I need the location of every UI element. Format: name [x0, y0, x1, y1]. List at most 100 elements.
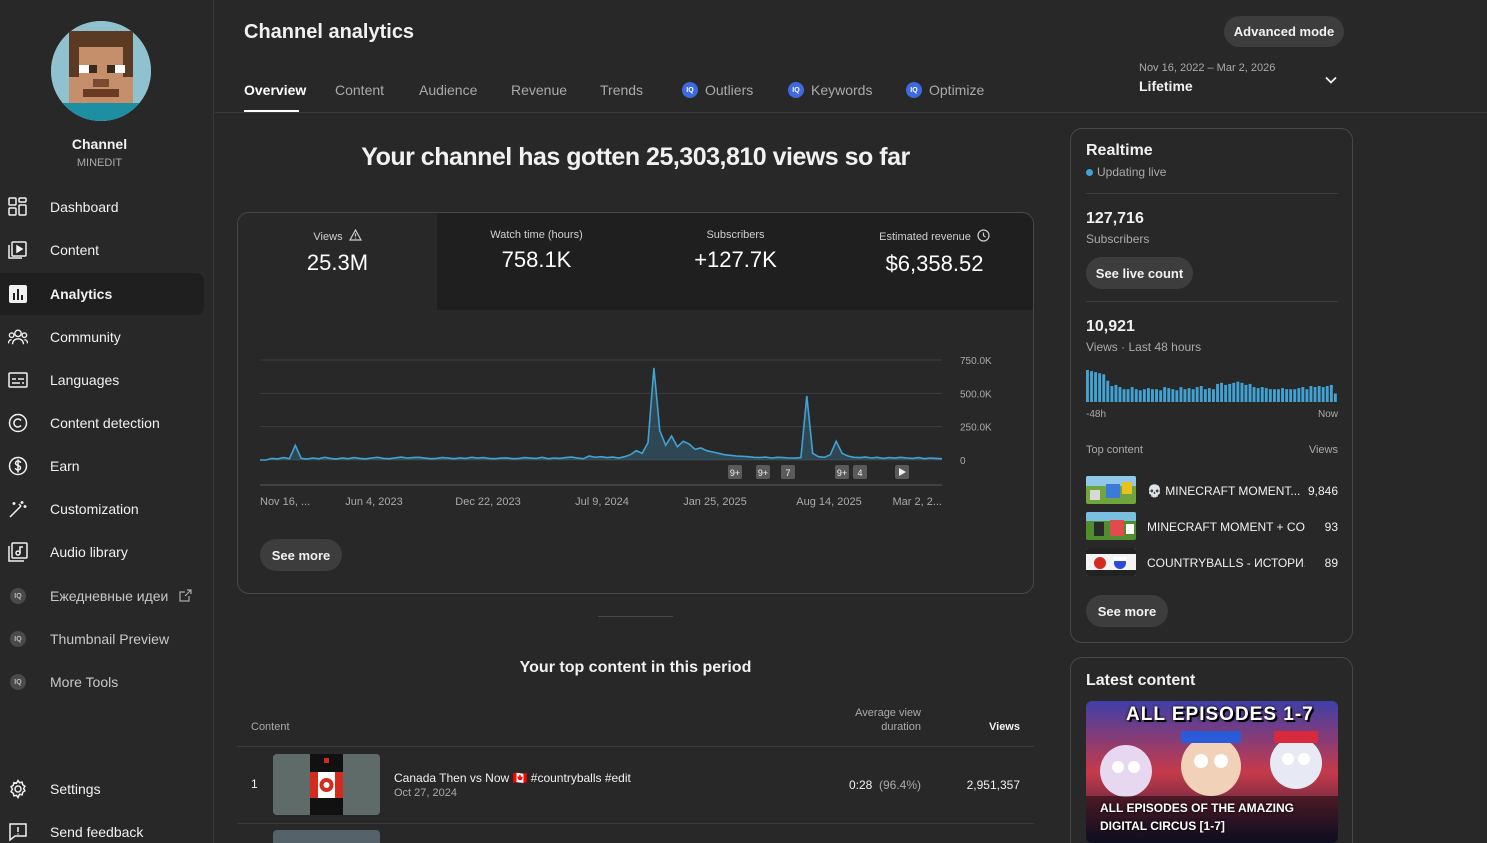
column-header-content: Content: [251, 721, 290, 733]
sidebar-item-label: Settings: [50, 781, 101, 797]
sidebar-item-label: Audio library: [50, 544, 128, 560]
copyright-icon: [8, 413, 28, 433]
sidebar-item-audio-library[interactable]: Audio library: [0, 531, 204, 573]
section-divider: [598, 616, 673, 617]
tab-content[interactable]: Content: [335, 82, 385, 98]
sidebar-item-languages[interactable]: Languages: [0, 359, 204, 401]
views-chart[interactable]: 0 250.0K 500.0K 750.0K 9+ 9+ 7 9+ 4 Nov 16, ... Ju…: [238, 310, 1034, 530]
realtime-bar: [1236, 381, 1240, 402]
sidebar: Channel MINEDIT Dashboard Content Analyt…: [0, 0, 214, 843]
row-views: 2,951,357: [966, 778, 1020, 792]
date-period-label[interactable]: Lifetime: [1139, 78, 1193, 94]
chart-series-line: [260, 367, 943, 461]
realtime-bar: [1191, 389, 1195, 402]
sidebar-item-content[interactable]: Content: [0, 229, 204, 271]
realtime-subs-label: Subscribers: [1086, 232, 1150, 246]
sidebar-item-dashboard[interactable]: Dashboard: [0, 186, 204, 228]
channel-avatar[interactable]: [51, 21, 151, 121]
x-tick-label: Jan 25, 2025: [683, 496, 747, 508]
tab-revenue[interactable]: Revenue: [511, 82, 568, 98]
magic-wand-icon: [8, 499, 28, 519]
metric-label: Estimated revenue: [879, 231, 971, 243]
realtime-bar: [1248, 383, 1252, 402]
tab-overview[interactable]: Overview: [244, 82, 307, 98]
sidebar-item-daily-ideas[interactable]: IQ Ежедневные идеи: [0, 575, 204, 617]
content-marker-label: 7: [785, 468, 790, 478]
vidiq-icon: IQ: [682, 82, 698, 98]
latest-video-caption: ALL EPISODES OF THE AMAZING DIGITAL CIRC…: [1100, 801, 1295, 833]
sidebar-item-earn[interactable]: Earn: [0, 445, 204, 487]
advanced-mode-button[interactable]: Advanced mode: [1224, 16, 1344, 47]
sidebar-item-analytics[interactable]: Analytics: [0, 273, 204, 315]
tab-trends[interactable]: Trends: [600, 82, 644, 98]
tab-optimize[interactable]: IQ Optimize: [906, 80, 984, 100]
realtime-bar: [1285, 389, 1289, 402]
clock-icon: [977, 229, 990, 245]
realtime-see-more-button[interactable]: See more: [1086, 595, 1168, 627]
x-tick-label: Nov 16, ...: [260, 496, 310, 508]
realtime-bar: [1297, 388, 1301, 402]
feedback-icon: [8, 822, 28, 842]
metric-subscribers[interactable]: Subscribers +127.7K: [636, 213, 835, 310]
realtime-bar: [1212, 389, 1215, 402]
video-thumbnail[interactable]: [1086, 548, 1136, 576]
sidebar-item-more-tools[interactable]: IQ More Tools: [0, 661, 204, 703]
metric-value: 758.1K: [501, 247, 572, 272]
axis-right-label: Now: [1317, 409, 1338, 420]
tab-outliers[interactable]: IQ Outliers: [682, 80, 753, 100]
latest-content-title: Latest content: [1086, 672, 1196, 689]
y-tick-label: 750.0K: [960, 356, 992, 367]
sidebar-item-thumbnail-preview[interactable]: IQ Thumbnail Preview: [0, 618, 204, 660]
realtime-status: Updating live: [1086, 165, 1166, 179]
realtime-bar: [1171, 389, 1175, 402]
realtime-bar: [1114, 384, 1118, 402]
realtime-bar: [1126, 389, 1130, 402]
metric-revenue[interactable]: Estimated revenue $6,358.52: [835, 213, 1033, 310]
column-header-avd[interactable]: Average view duration: [855, 707, 921, 733]
y-tick-label: 250.0K: [960, 423, 992, 434]
x-tick-label: Dec 22, 2023: [455, 496, 520, 508]
realtime-bar: [1244, 384, 1248, 402]
thumbnail-banner-text: ALL EPISODES 1-7: [1126, 704, 1314, 725]
chevron-down-icon[interactable]: [1324, 73, 1338, 87]
see-more-button[interactable]: See more: [260, 539, 342, 571]
x-tick-label: Mar 2, 2...: [892, 496, 942, 508]
latest-video-thumbnail[interactable]: ALL EPISODES 1-7 ALL EPISODES OF THE AMA…: [1086, 701, 1338, 843]
sidebar-item-label: Earn: [50, 458, 80, 474]
metric-watch-time[interactable]: Watch time (hours) 758.1K: [437, 213, 636, 310]
realtime-bar: [1256, 388, 1260, 402]
realtime-bar: [1203, 389, 1207, 402]
tab-audience[interactable]: Audience: [419, 82, 478, 98]
video-thumbnail[interactable]: [1086, 512, 1136, 540]
video-thumbnail[interactable]: [273, 754, 380, 815]
page-title: Channel analytics: [244, 21, 415, 43]
metric-views[interactable]: Views 25.3M: [238, 213, 437, 310]
tab-keywords[interactable]: IQ Keywords: [788, 80, 872, 100]
row-video-date: Oct 27, 2024: [394, 787, 457, 799]
video-thumbnail[interactable]: [273, 830, 380, 843]
realtime-bar: [1106, 380, 1110, 402]
views-column-label: Views: [1308, 444, 1338, 456]
date-range-text[interactable]: Nov 16, 2022 – Mar 2, 2026: [1139, 62, 1276, 74]
video-thumbnail[interactable]: [1086, 476, 1136, 504]
analytics-icon: [8, 284, 28, 304]
row-video-title[interactable]: Canada Then vs Now 🇨🇦 #countryballs #edi…: [394, 771, 631, 785]
see-live-count-button[interactable]: See live count: [1086, 257, 1193, 289]
sidebar-item-customization[interactable]: Customization: [0, 488, 204, 530]
realtime-bar-chart[interactable]: [1086, 368, 1338, 402]
content-marker: [853, 465, 867, 479]
content-marker: [728, 465, 742, 479]
realtime-bar: [1167, 388, 1171, 402]
sidebar-item-label: Dashboard: [50, 199, 119, 215]
sidebar-item-label: More Tools: [50, 674, 119, 690]
realtime-bar: [1305, 389, 1309, 402]
sidebar-item-content-detection[interactable]: Content detection: [0, 402, 204, 444]
realtime-bar: [1199, 386, 1203, 402]
realtime-bar: [1179, 387, 1183, 402]
sidebar-item-settings[interactable]: Settings: [0, 768, 204, 810]
column-header-views[interactable]: Views: [989, 721, 1020, 733]
sidebar-item-community[interactable]: Community: [0, 316, 204, 358]
table-header-divider: [237, 746, 1034, 747]
sidebar-item-send-feedback[interactable]: Send feedback: [0, 811, 204, 843]
